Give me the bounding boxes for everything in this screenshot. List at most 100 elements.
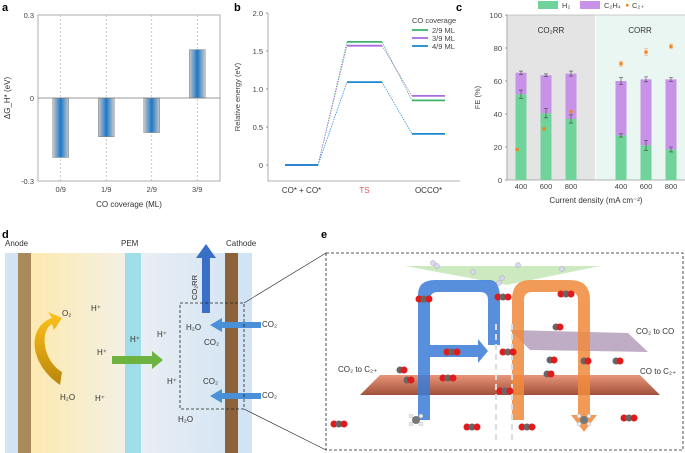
o2-label: O₂ [62,309,71,318]
co2rr-label: CO₂RR [190,274,199,300]
oxygen-atom [504,293,512,301]
x-tick-label: 600 [640,182,653,191]
proton-label: H⁺ [167,377,177,386]
point-c2 [644,50,648,54]
axes [267,13,460,182]
zoom-line-bottom [243,408,327,451]
oxygen-atom [499,348,507,356]
error-bar [519,89,523,99]
point-c2 [669,44,673,48]
oxygen-atom [616,357,624,365]
oxygen-atom [439,374,447,382]
bar-c2h4 [615,81,627,136]
co2-inlet-top-label: CO₂ [262,320,277,329]
co2-mid-top-label: CO₂ [204,338,219,347]
h2o-cathode-bottom-label: H₂O [178,415,193,424]
carbon-atom [420,295,428,303]
y-tick-label: 80 [494,44,502,53]
proton-atom [499,275,505,281]
bar-c2h4 [640,79,652,146]
chart-b-energy-profile: 0 0.5 1.0 1.5 2.0 CO* + CO* TS OCCO* CO coverage… [233,9,460,195]
proton-atom [434,263,440,269]
y-tick-label: 0.5 [253,123,263,132]
x-axis-label: CO coverage (ML) [96,200,162,209]
connector-3/9 ML [381,45,413,97]
proton-atom [470,269,476,275]
catholyte [141,253,225,453]
x-tick-label: 0/9 [56,185,66,194]
y-tick-label: 100 [489,11,502,20]
y-tick-label: 0 [30,94,34,103]
oxygen-atom [473,423,481,431]
proton-label: H⁺ [97,348,107,357]
proton-atom [496,280,502,286]
pem-membrane [125,253,141,453]
connector-3/9 ML [317,45,348,166]
bar-0/9 [52,97,69,158]
point-c2 [542,127,546,131]
carbon-atom [625,414,633,422]
proton-atom [515,262,521,268]
ethylene-molecule [412,416,420,424]
group-label-co2rr: CO₂RR [538,26,565,35]
legend-swatch-c2h4 [580,1,600,9]
h2o-cathode-top-label: H₂O [186,323,201,332]
error-bar [519,70,523,75]
bar-c2h4 [515,72,527,95]
y-tick-label: 0 [259,161,263,170]
anode-electrode [18,253,31,453]
oxygen-atom [494,293,502,301]
panel-label-d: d [2,229,9,241]
bar-c2h4 [565,73,577,119]
hydrogen-atom [408,421,414,427]
x-tick-label: CO* + CO* [282,186,321,195]
panel-label-e: e [321,229,327,241]
error-bar [669,77,673,82]
co2-to-co-label: CO₂ to CO [636,327,674,336]
error-bar [544,73,548,77]
co2rr-product-arrow [196,244,216,313]
zoom-line-top [243,252,327,304]
oxygen-atom [407,376,415,384]
point-c2 [569,109,573,114]
error-bar [644,76,648,83]
oxygen-atom [400,366,408,374]
bar-h2 [640,145,652,180]
hydrogen-atom [408,413,414,419]
connector-2/9 ML [381,41,413,101]
legend-label: 4/9 ML [432,42,455,51]
co2-to-c2-label: CO₂ to C₂₊ [338,365,377,374]
oxygen-atom [330,420,338,428]
error-bar [644,140,648,151]
y-axis-label: Relative energy (eV) [233,62,242,131]
panel-label-c: c [456,2,462,14]
hydrogen-atom [576,413,582,419]
zoom-box [179,302,245,410]
error-bar [619,133,623,138]
bar-3/9 [189,49,206,99]
chart-c-faradaic-efficiency: 0 20 40 60 80 100 400 600 800 400 600 800 CO₂RR CORR H… [473,1,685,205]
legend-swatch-h2 [538,1,558,9]
bar-c2h4 [540,75,552,114]
y-axis-label: ΔG_H* (eV) [3,77,12,120]
ethylene-molecule [580,416,588,424]
x-tick-label: TS [359,186,369,195]
oxygen-atom [463,423,471,431]
connector-4/9 ML [317,82,348,166]
x-tick-label: 400 [615,182,628,191]
co2-mid-bottom-label: CO₂ [203,377,218,386]
legend-label: 3/9 ML [432,34,455,43]
cathode-gas-layer [238,253,252,453]
y-tick-label: 0.3 [24,11,34,20]
carbon-atom [448,348,456,356]
x-tick-label: 400 [515,182,528,191]
chart-a-delta-g: 0/9 1/9 2/9 3/9 -0.3 0 0.3 CO coverage (ML) ΔG_H… [3,11,221,209]
carbon-atom [523,423,531,431]
x-tick-label: 1/9 [101,185,111,194]
y-tick-label: 2.0 [253,9,263,18]
x-tick-label: 800 [565,182,578,191]
bar-h2 [515,94,527,180]
y-tick-label: 1.0 [253,85,263,94]
y-tick-label: 0 [498,176,502,185]
error-bar [569,114,573,124]
